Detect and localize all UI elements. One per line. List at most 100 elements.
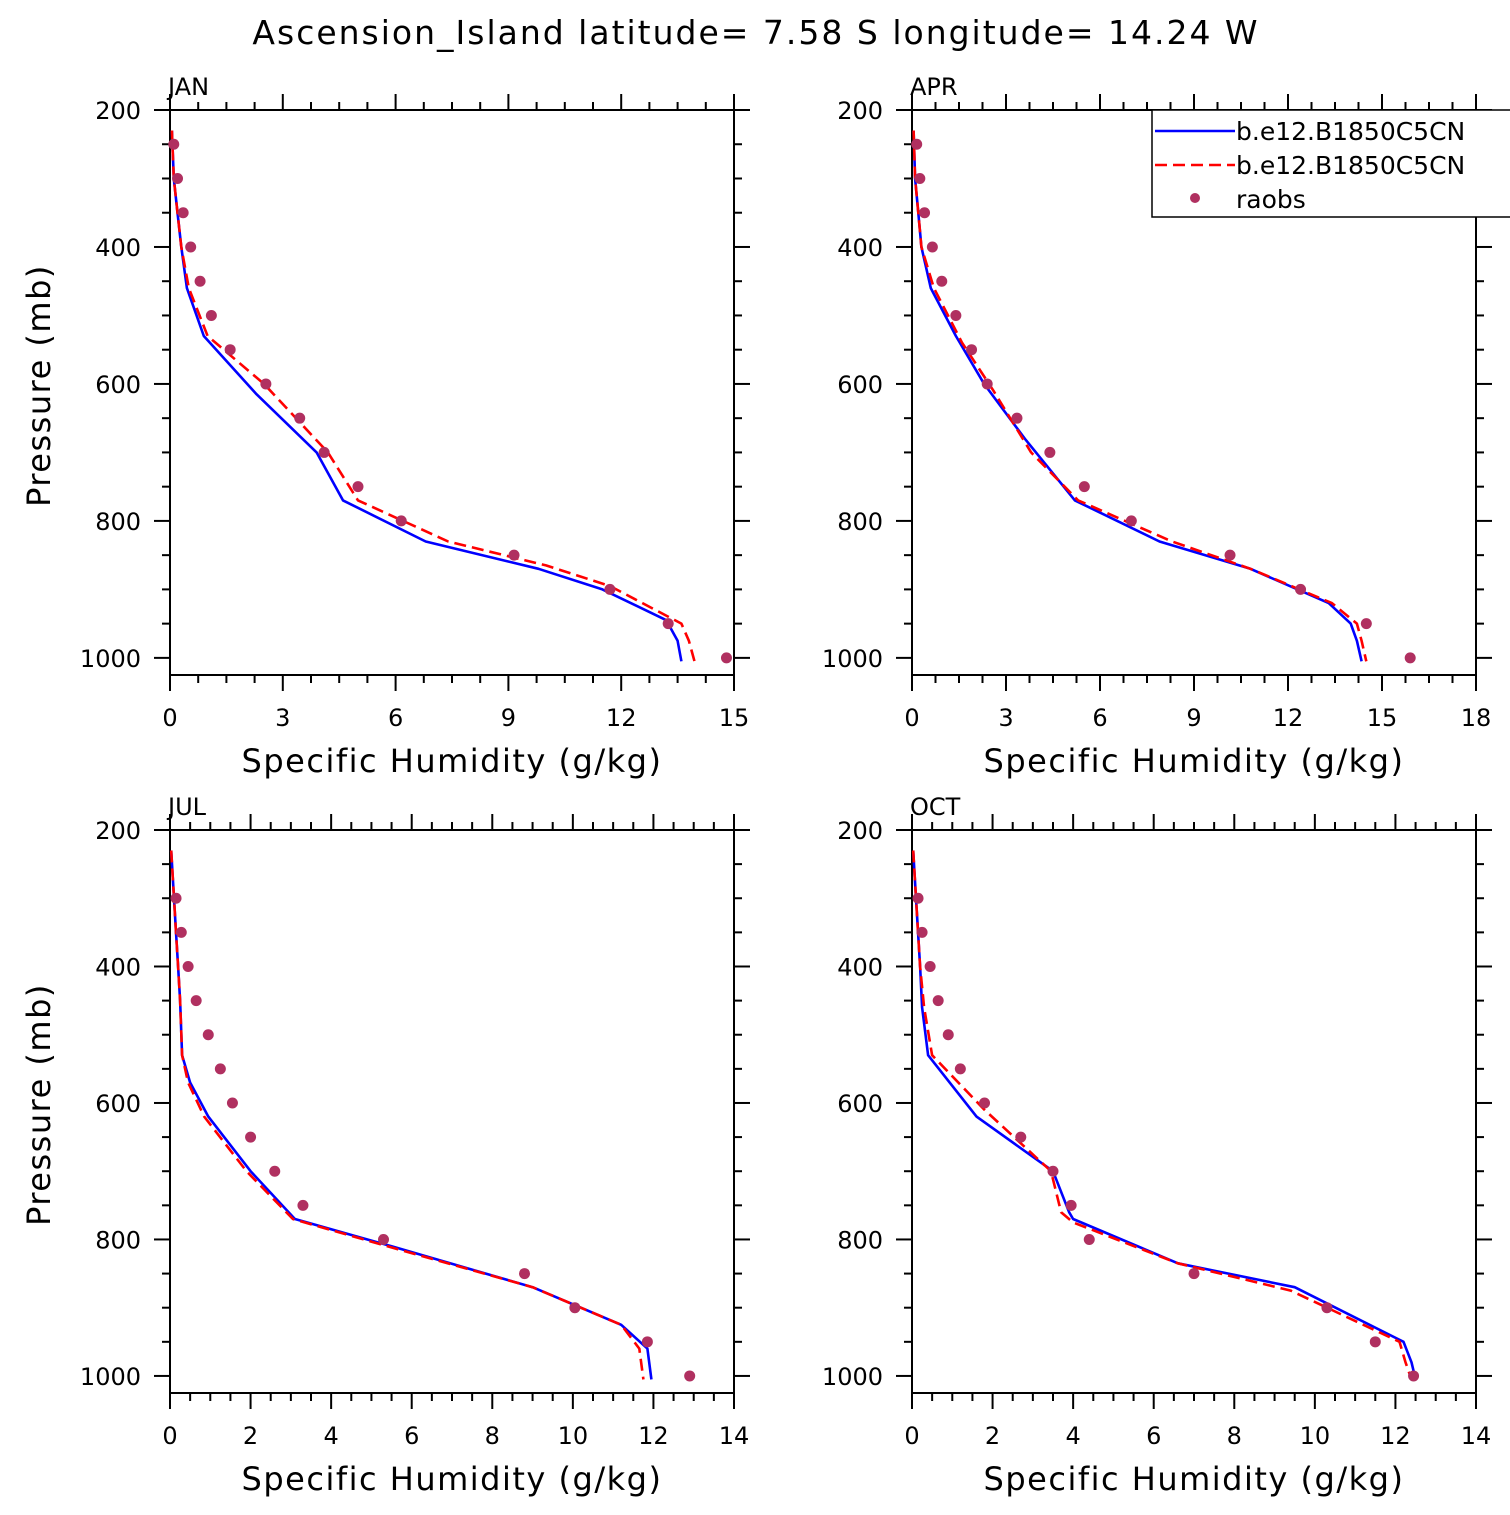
x-tick-label: 12 — [606, 704, 637, 732]
x-tick-label: 18 — [1461, 704, 1492, 732]
legend-swatch-raobs — [1190, 193, 1200, 203]
legend-box — [1151, 109, 1510, 218]
raobs-point — [1321, 1302, 1333, 1314]
y-axis-label: Pressure (mb) — [20, 983, 58, 1226]
x-tick-label: 2 — [243, 1422, 258, 1450]
x-tick-label: 12 — [638, 1422, 669, 1450]
figure-title: Ascension_Island latitude= 7.58 S longit… — [252, 13, 1259, 52]
raobs-point — [1369, 1336, 1381, 1348]
raobs-point — [395, 515, 407, 527]
raobs-point — [932, 995, 944, 1007]
raobs-point — [1408, 1370, 1420, 1382]
x-tick-label: 6 — [404, 1422, 419, 1450]
panel-title: APR — [910, 73, 958, 101]
raobs-point — [979, 1097, 991, 1109]
x-tick-label: 8 — [485, 1422, 500, 1450]
series-line-model-1 — [170, 130, 683, 662]
panel-jan: JAN 0 3 6 9 12 15 200 400 600 800 1000 Specific Humi… — [20, 73, 750, 780]
y-tick-label: 600 — [837, 1090, 883, 1118]
raobs-point — [224, 344, 236, 356]
x-tick-label: 3 — [275, 704, 290, 732]
y-tick-label: 400 — [95, 953, 141, 981]
raobs-point — [378, 1233, 390, 1245]
panel-title: OCT — [910, 793, 961, 821]
raobs-point — [226, 1097, 238, 1109]
raobs-point — [1078, 481, 1090, 493]
raobs-point — [1047, 1165, 1059, 1177]
raobs-point — [911, 138, 923, 150]
series-line-model-1 — [169, 850, 653, 1380]
y-tick-label: 200 — [95, 97, 141, 125]
x-tick-label: 9 — [1186, 704, 1201, 732]
x-axis-label: Specific Humidity (g/kg) — [242, 1460, 663, 1498]
series-line-model-2 — [912, 130, 1368, 662]
legend-label-raobs: raobs — [1236, 185, 1306, 214]
raobs-point — [641, 1336, 653, 1348]
raobs-point — [916, 926, 928, 938]
raobs-point — [168, 138, 180, 150]
series-line-model-1 — [911, 850, 1417, 1380]
raobs-point — [1044, 446, 1056, 458]
raobs-point — [508, 549, 520, 561]
x-axis-label: Specific Humidity (g/kg) — [242, 742, 663, 780]
x-tick-label: 6 — [388, 704, 403, 732]
legend-label-model-2: b.e12.B1850C5CN — [1236, 151, 1465, 180]
raobs-point — [170, 892, 182, 904]
x-tick-label: 3 — [998, 704, 1013, 732]
raobs-point — [684, 1370, 696, 1382]
raobs-point — [1083, 1233, 1095, 1245]
raobs-point — [318, 446, 330, 458]
y-tick-label: 1000 — [80, 645, 141, 673]
raobs-point — [912, 892, 924, 904]
x-tick-label: 0 — [904, 704, 919, 732]
raobs-point — [1295, 583, 1307, 595]
raobs-point — [352, 481, 364, 493]
x-tick-label: 4 — [1066, 1422, 1081, 1450]
raobs-point — [519, 1268, 531, 1280]
raobs-point — [205, 309, 217, 321]
raobs-point — [981, 378, 993, 390]
y-tick-label: 800 — [95, 508, 141, 536]
raobs-point — [966, 344, 978, 356]
raobs-point — [269, 1165, 281, 1177]
raobs-point — [1065, 1199, 1077, 1211]
x-axis-label: Specific Humidity (g/kg) — [984, 1460, 1405, 1498]
y-tick-label: 600 — [95, 1090, 141, 1118]
raobs-point — [604, 583, 616, 595]
x-tick-label: 8 — [1227, 1422, 1242, 1450]
series-line-model-2 — [170, 130, 696, 662]
y-tick-label: 600 — [837, 371, 883, 399]
x-tick-label: 15 — [1367, 704, 1398, 732]
y-tick-label: 1000 — [80, 1363, 141, 1391]
y-tick-label: 800 — [837, 1226, 883, 1254]
panel-jul: JUL 0 2 4 6 8 10 12 14 200 400 600 800 1000 Specific H… — [20, 793, 750, 1498]
y-tick-label: 800 — [95, 1226, 141, 1254]
x-axis-label: Specific Humidity (g/kg) — [984, 742, 1405, 780]
x-tick-label: 10 — [1300, 1422, 1331, 1450]
x-tick-label: 0 — [162, 704, 177, 732]
raobs-point — [185, 241, 197, 253]
x-tick-label: 12 — [1273, 704, 1304, 732]
raobs-point — [177, 207, 189, 219]
raobs-point — [1404, 652, 1416, 664]
panel-apr: APR 0 3 6 9 12 15 18 200 400 600 800 1000 Specific Hu… — [822, 73, 1492, 780]
raobs-point — [924, 960, 936, 972]
raobs-point — [569, 1302, 581, 1314]
raobs-point — [720, 652, 732, 664]
x-tick-label: 15 — [719, 704, 750, 732]
raobs-point — [1011, 412, 1023, 424]
raobs-point — [1125, 515, 1137, 527]
y-tick-label: 400 — [837, 234, 883, 262]
panel-oct: OCT 0 2 4 6 8 10 12 14 200 400 600 800 1000 Specific H… — [822, 793, 1492, 1498]
series-line-model-2 — [169, 850, 645, 1380]
y-tick-label: 200 — [837, 817, 883, 845]
x-tick-label: 2 — [985, 1422, 1000, 1450]
raobs-point — [1188, 1268, 1200, 1280]
x-tick-label: 6 — [1092, 704, 1107, 732]
raobs-point — [1360, 618, 1372, 630]
raobs-point — [919, 207, 931, 219]
raobs-point — [190, 995, 202, 1007]
y-tick-label: 1000 — [822, 645, 883, 673]
x-tick-label: 0 — [904, 1422, 919, 1450]
